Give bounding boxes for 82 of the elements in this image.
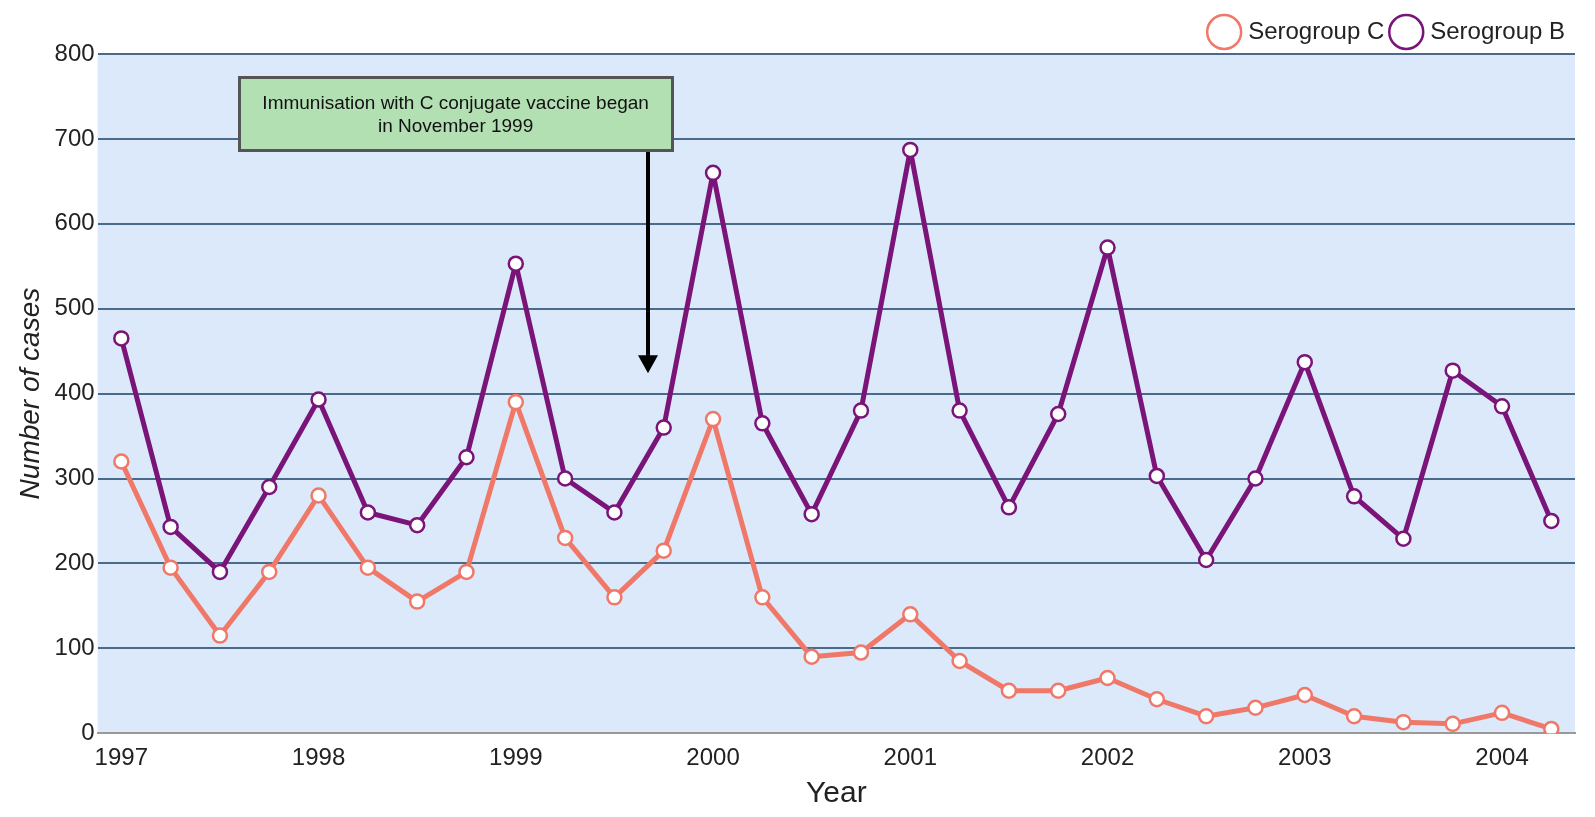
x-tick-label: 2002 [1080, 743, 1135, 771]
point [704, 410, 722, 428]
point [408, 593, 426, 610]
point [1099, 669, 1116, 687]
point [261, 478, 278, 496]
point [1444, 362, 1461, 379]
point [162, 518, 179, 536]
y-tick-label: 700 [54, 123, 95, 151]
point [556, 470, 574, 487]
point [211, 627, 229, 644]
point [261, 563, 278, 581]
point [1000, 499, 1018, 516]
x-tick-label: 1999 [489, 743, 543, 771]
point [1247, 470, 1264, 487]
x-tick-label: 1998 [291, 743, 346, 771]
y-tick-label: 400 [54, 378, 95, 406]
y-axis-title: Number of cases [13, 287, 45, 500]
point [1444, 715, 1461, 733]
point [1148, 690, 1166, 708]
x-tick-label: 2004 [1475, 743, 1529, 771]
point [754, 589, 771, 606]
point [1543, 720, 1560, 734]
point [1247, 699, 1264, 716]
point [1197, 551, 1215, 569]
point [507, 255, 525, 272]
y-tick-label: 200 [54, 548, 95, 576]
point [1493, 704, 1511, 722]
point [1395, 713, 1412, 731]
y-tick-label: 800 [54, 38, 95, 66]
y-tick-label: 300 [54, 463, 95, 491]
x-tick-label: 2000 [686, 743, 740, 771]
point [556, 529, 574, 547]
point [1493, 398, 1511, 415]
point [803, 505, 820, 523]
point [359, 504, 377, 521]
point [1296, 353, 1314, 371]
legend-label: Serogroup C [1248, 16, 1385, 44]
point [704, 164, 722, 182]
point [1148, 467, 1166, 485]
x-tick-label: 1997 [94, 743, 149, 771]
point [211, 563, 229, 581]
point [655, 419, 672, 436]
point [754, 415, 771, 432]
point [1296, 686, 1314, 704]
point [310, 487, 327, 504]
point [1049, 682, 1067, 699]
x-tick-label: 2003 [1278, 743, 1332, 771]
point [1345, 488, 1363, 505]
point [1345, 707, 1363, 725]
point [1049, 405, 1067, 423]
point [162, 559, 179, 576]
point [507, 393, 525, 411]
point [458, 449, 475, 466]
y-tick-label: 0 [81, 717, 95, 745]
y-tick-label: 600 [54, 208, 95, 236]
point [1099, 239, 1116, 256]
point [1395, 530, 1412, 548]
x-axis-title: Year [806, 775, 867, 809]
point [852, 644, 870, 661]
point [606, 504, 623, 521]
point [359, 559, 377, 576]
x-tick-label: 2001 [883, 743, 937, 771]
point [902, 606, 919, 623]
point [408, 516, 426, 534]
point [951, 652, 968, 670]
point [655, 542, 672, 559]
legend-label: Serogroup B [1430, 16, 1566, 44]
point [852, 402, 870, 419]
point [951, 402, 968, 419]
y-tick-label: 100 [54, 632, 95, 660]
point [1197, 707, 1215, 725]
point [113, 330, 130, 347]
y-tick-label: 500 [54, 293, 95, 321]
point [113, 453, 130, 470]
note-box: Immunisation with C conjugate vaccine began in November 1999 [237, 76, 674, 152]
point [606, 589, 623, 606]
point [310, 391, 327, 408]
point [1543, 512, 1560, 530]
point [458, 563, 475, 581]
point [902, 141, 919, 159]
point [803, 648, 820, 666]
point [1000, 682, 1018, 699]
